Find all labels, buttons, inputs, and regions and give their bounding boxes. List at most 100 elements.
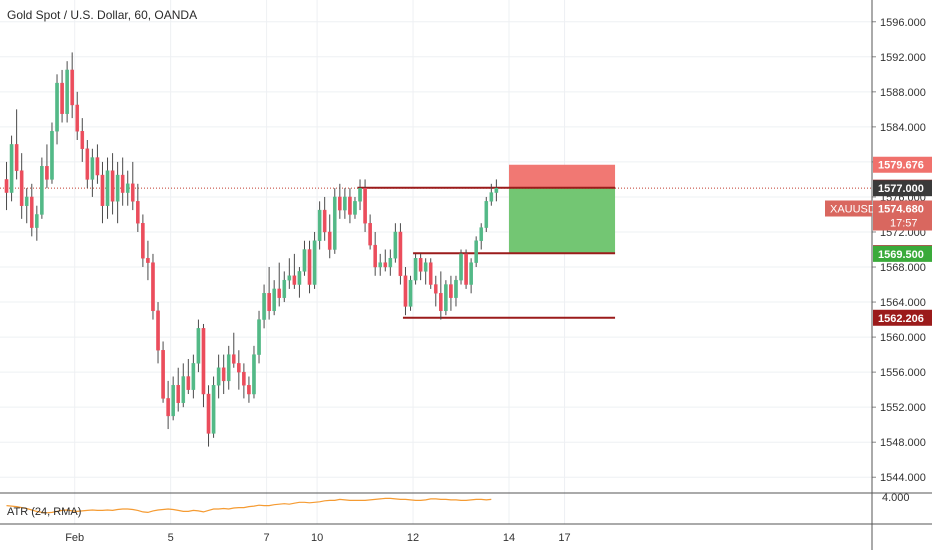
candle[interactable] (484, 196, 489, 232)
candle[interactable] (358, 179, 362, 211)
candle[interactable] (161, 341, 165, 403)
candle[interactable] (383, 249, 388, 272)
candle[interactable] (479, 223, 484, 250)
candle[interactable] (287, 258, 292, 289)
candle[interactable] (373, 231, 377, 276)
candle[interactable] (413, 253, 418, 285)
candle[interactable] (433, 275, 438, 307)
candle[interactable] (130, 161, 135, 211)
take-profit-zone[interactable] (509, 188, 616, 254)
candle[interactable] (221, 354, 226, 395)
candle[interactable] (454, 275, 458, 307)
candle[interactable] (176, 367, 181, 412)
atr-indicator-pane[interactable] (6, 497, 492, 514)
candle[interactable] (428, 258, 433, 289)
candle[interactable] (317, 201, 322, 250)
candle[interactable] (120, 157, 125, 206)
candle[interactable] (196, 319, 201, 373)
candle[interactable] (302, 240, 307, 276)
candle[interactable] (237, 350, 241, 390)
candle[interactable] (388, 249, 393, 276)
candle[interactable] (206, 385, 211, 447)
candle[interactable] (171, 376, 175, 421)
candle[interactable] (363, 179, 367, 232)
candle[interactable] (292, 253, 297, 289)
candle[interactable] (469, 258, 473, 294)
candle[interactable] (231, 332, 236, 368)
candle[interactable] (166, 380, 170, 430)
candle[interactable] (343, 188, 347, 219)
candle[interactable] (489, 183, 494, 206)
candle[interactable] (257, 310, 261, 364)
candle[interactable] (75, 91, 80, 141)
candle[interactable] (80, 118, 85, 162)
candle[interactable] (353, 196, 357, 219)
candle[interactable] (151, 253, 155, 320)
candle[interactable] (403, 267, 408, 316)
candle[interactable] (272, 280, 276, 316)
candle[interactable] (70, 52, 74, 119)
candle[interactable] (459, 249, 463, 285)
candle[interactable] (156, 302, 160, 364)
candle[interactable] (146, 240, 150, 281)
candle[interactable] (216, 354, 221, 399)
candle[interactable] (398, 223, 403, 285)
candle[interactable] (307, 240, 312, 294)
candle[interactable] (474, 236, 478, 268)
candle[interactable] (494, 179, 499, 202)
candle[interactable] (136, 183, 140, 232)
candle[interactable] (378, 253, 383, 276)
candle[interactable] (211, 376, 216, 438)
candle[interactable] (4, 161, 9, 211)
candle[interactable] (247, 376, 251, 403)
candle[interactable] (327, 214, 332, 259)
candle[interactable] (282, 271, 287, 303)
candle[interactable] (65, 61, 69, 123)
candle[interactable] (19, 153, 24, 219)
candle[interactable] (24, 188, 29, 224)
candle[interactable] (141, 214, 145, 268)
candle[interactable] (418, 253, 423, 281)
candle[interactable] (408, 275, 413, 311)
position-zones[interactable] (509, 164, 616, 254)
candle[interactable] (40, 157, 44, 219)
candle[interactable] (115, 161, 120, 224)
candle[interactable] (181, 363, 186, 408)
candle[interactable] (277, 262, 282, 307)
candle[interactable] (35, 205, 39, 241)
candle[interactable] (191, 354, 196, 399)
candle[interactable] (55, 74, 59, 145)
candle[interactable] (85, 140, 90, 189)
candle[interactable] (449, 275, 453, 311)
candle[interactable] (262, 284, 266, 329)
candle[interactable] (29, 183, 34, 237)
candle[interactable] (393, 223, 398, 263)
candle[interactable] (338, 183, 342, 219)
candle[interactable] (297, 267, 302, 298)
candle[interactable] (423, 258, 428, 285)
candle[interactable] (186, 358, 191, 395)
candle[interactable] (322, 196, 327, 241)
candle[interactable] (60, 69, 64, 123)
candle[interactable] (242, 363, 246, 399)
candles[interactable] (4, 52, 499, 447)
candle[interactable] (90, 148, 95, 197)
atr-line[interactable] (6, 497, 492, 514)
candle[interactable] (226, 345, 231, 390)
candle[interactable] (110, 153, 115, 215)
candle[interactable] (95, 144, 100, 184)
candle[interactable] (348, 188, 352, 224)
candle[interactable] (50, 122, 54, 184)
stop-loss-zone[interactable] (509, 164, 616, 189)
candle[interactable] (252, 345, 256, 399)
candle[interactable] (312, 231, 317, 289)
candle[interactable] (332, 188, 337, 254)
candle[interactable] (125, 170, 130, 206)
candle[interactable] (464, 249, 468, 289)
candle[interactable] (105, 157, 110, 219)
candle[interactable] (267, 267, 271, 320)
candle[interactable] (201, 323, 206, 408)
candle[interactable] (439, 271, 443, 320)
